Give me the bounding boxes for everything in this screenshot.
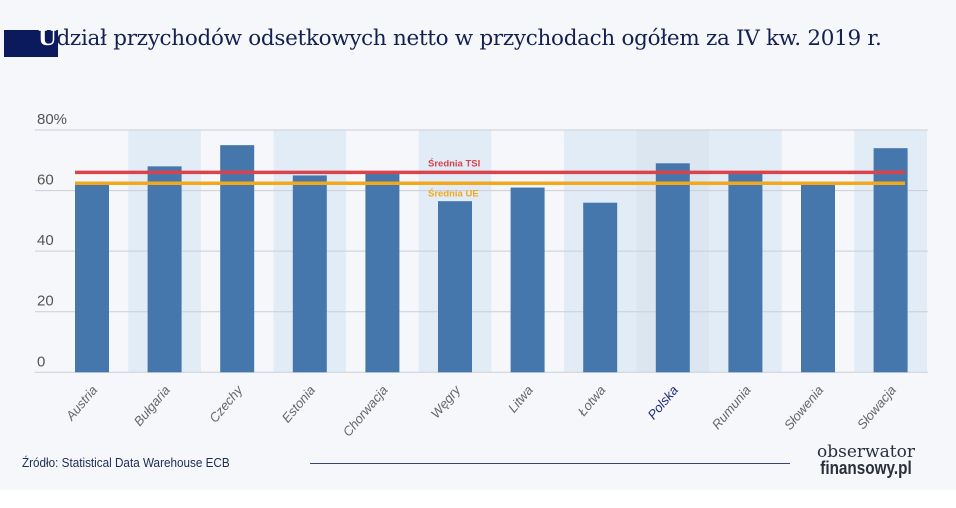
bar (510, 187, 545, 373)
logo: obserwator finansowy.pl (806, 442, 926, 478)
bar (365, 173, 400, 373)
y-tick-label: 80% (37, 111, 67, 128)
source-note: Źródło: Statistical Data Warehouse ECB (22, 455, 230, 470)
y-tick-label: 0 (37, 353, 45, 370)
x-tick-label: Słowacja (854, 383, 899, 433)
x-tick-label: Łotwa (575, 383, 609, 419)
source-divider (310, 463, 790, 464)
y-tick-label: 40 (37, 232, 54, 249)
reference-line-label: Średnia TSI (428, 157, 480, 169)
bar (220, 145, 255, 373)
x-tick-label: Litwa (505, 383, 536, 416)
x-tick-label: Rumunia (709, 383, 754, 433)
bar-chart: 0 20 40 60 80% Austria Bułgaria Czechy Estonia Ch… (35, 111, 928, 440)
title-accent-block (4, 30, 58, 57)
title-text: dział przychodów odsetkowych netto w prz… (56, 26, 882, 51)
bar (438, 201, 472, 373)
x-tick-label: Polska (645, 383, 682, 423)
x-tick-label: Estonia (279, 383, 318, 426)
bar (75, 184, 109, 373)
bar (147, 166, 182, 373)
x-tick-label: Bułgaria (131, 383, 173, 429)
x-tick-label: Węgry (428, 381, 465, 421)
bar (292, 175, 327, 373)
y-tick-label: 20 (37, 293, 54, 310)
title-first-letter: U (38, 26, 57, 51)
bar (728, 172, 763, 373)
y-tick-label: 60 (37, 172, 54, 189)
bar (583, 202, 618, 373)
x-tick-label: Słowenia (781, 383, 826, 433)
x-tick-label: Chorwacja (340, 383, 391, 440)
bar (655, 163, 690, 373)
chart-title: Udział przychodów odsetkowych netto w pr… (38, 26, 882, 51)
logo-line1: obserwator (817, 442, 915, 462)
logo-line2: finansowy.pl (820, 458, 912, 478)
bar (801, 184, 835, 373)
x-tick-label: Austria (62, 383, 100, 424)
reference-line-label: Średnia UE (428, 187, 479, 199)
bar (873, 148, 908, 373)
x-tick-label: Czechy (206, 381, 246, 425)
